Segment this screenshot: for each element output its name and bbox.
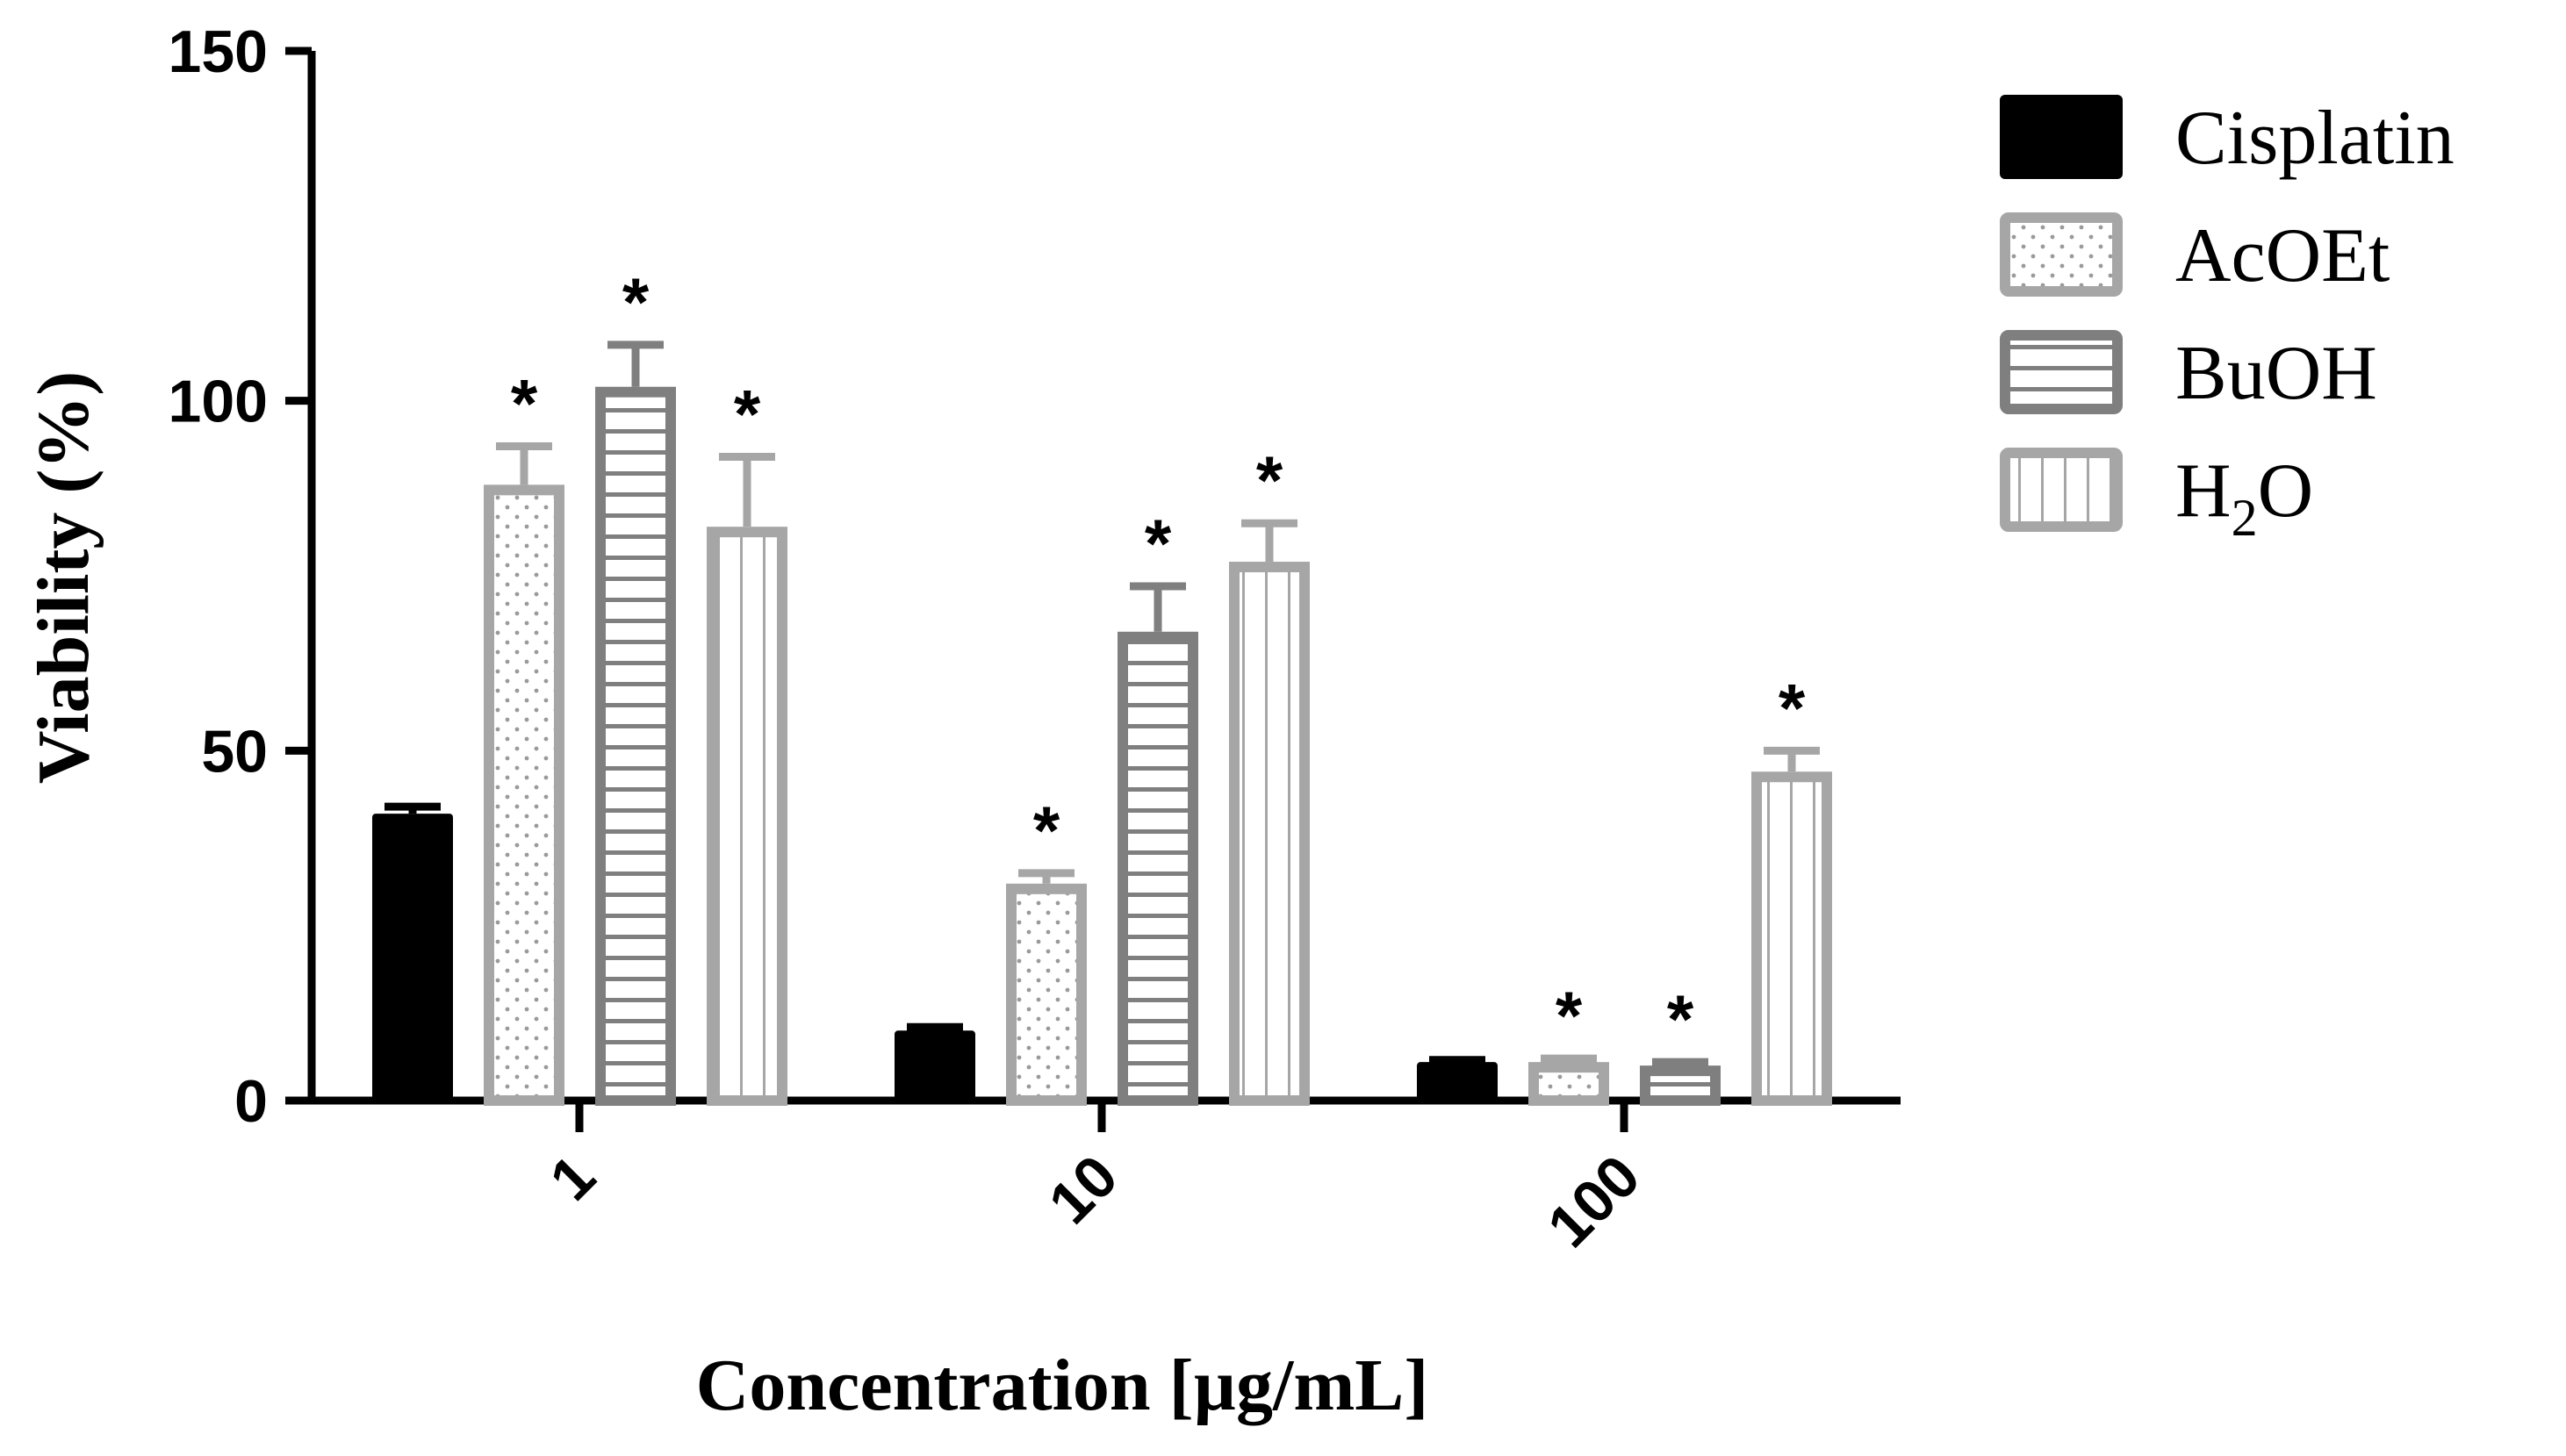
bar-cisplatin-10 [895, 1030, 975, 1101]
significance-markers: * * * * * * * * * [511, 263, 1806, 1058]
bar-cisplatin-1 [372, 814, 453, 1101]
y-axis-ticks: 0 50 100 150 [169, 18, 312, 1135]
y-tick-label: 100 [169, 369, 268, 435]
legend-swatch-h2o [2000, 448, 2123, 532]
significance-star: * [734, 375, 761, 452]
y-tick-label: 0 [234, 1068, 268, 1135]
significance-star: * [1145, 505, 1172, 582]
legend-swatch-buoh [2000, 330, 2123, 414]
legend-label-subscript: 2 [2232, 489, 2258, 547]
legend-label-buoh: BuOH [2175, 331, 2377, 416]
legend-swatch-cisplatin [2000, 95, 2123, 179]
legend-label-tail: O [2258, 448, 2314, 534]
bar-acoet-100 [1528, 1062, 1609, 1106]
legend-label-cisplatin: Cisplatin [2175, 96, 2455, 181]
bar-cisplatin-100 [1417, 1062, 1498, 1101]
bar-acoet-1 [484, 484, 564, 1106]
y-tick-label: 150 [169, 18, 268, 85]
x-axis-ticks: 1 10 100 [537, 1101, 1653, 1260]
bar-buoh-100 [1640, 1065, 1721, 1106]
significance-star: * [1033, 792, 1060, 869]
significance-star: * [1556, 977, 1583, 1054]
bar-h2o-100 [1751, 771, 1832, 1107]
significance-star: * [1667, 980, 1694, 1058]
legend-label-h2o: H2O [2175, 448, 2313, 547]
x-axis-title: Concentration [µg/mL] [696, 1345, 1429, 1426]
error-bars-group [385, 341, 1820, 1066]
significance-star: * [1779, 669, 1806, 746]
bar-acoet-10 [1006, 883, 1087, 1106]
bar-h2o-10 [1229, 562, 1310, 1106]
x-tick-label: 10 [1036, 1143, 1130, 1237]
bar-series-group [372, 386, 1832, 1107]
significance-star: * [622, 263, 650, 341]
y-tick-label: 50 [201, 718, 268, 785]
legend-swatch-acoet [2000, 212, 2123, 297]
legend-label-main: H [2175, 448, 2232, 534]
legend: Cisplatin AcOEt BuOH H2O [2000, 95, 2455, 547]
x-tick-label: 100 [1535, 1143, 1653, 1260]
bar-buoh-10 [1118, 631, 1198, 1106]
legend-label-acoet: AcOEt [2175, 213, 2390, 298]
legend-label-main: AcOEt [2175, 213, 2390, 298]
significance-star: * [511, 364, 538, 441]
bar-buoh-1 [595, 386, 676, 1107]
bar-h2o-1 [707, 527, 787, 1106]
significance-star: * [1256, 441, 1283, 519]
y-axis-title: Viability (%) [23, 371, 104, 785]
legend-label-main: Cisplatin [2175, 96, 2455, 181]
legend-label-main: BuOH [2175, 331, 2377, 416]
x-tick-label: 1 [537, 1143, 607, 1213]
